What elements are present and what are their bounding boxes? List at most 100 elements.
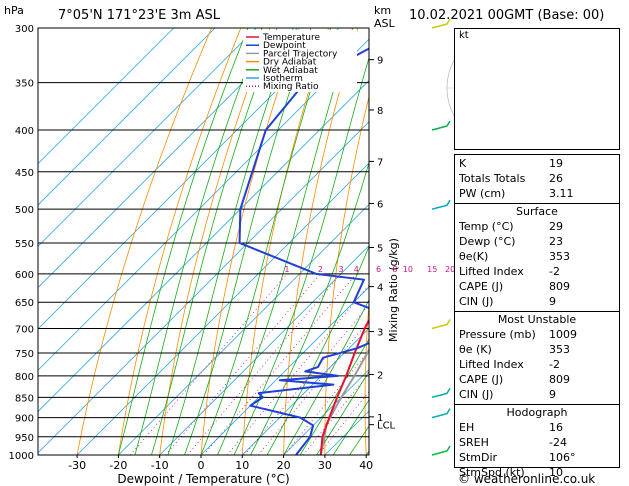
pressure-tick-label: 950 bbox=[15, 433, 34, 444]
surface-row: Dewp (°C) 23 bbox=[455, 235, 619, 249]
surface-key: CAPE (J) bbox=[459, 280, 504, 293]
hodograph-stats-key: StmDir bbox=[459, 451, 498, 464]
km-tick-label: 2 bbox=[377, 371, 383, 382]
pressure-tick-label: 450 bbox=[15, 168, 34, 179]
mixing-ratio-line bbox=[187, 273, 342, 455]
hodograph-stats-value: 106° bbox=[549, 451, 576, 464]
most-unstable-value: 353 bbox=[549, 343, 570, 356]
surface-row: Temp (°C) 29 bbox=[455, 220, 619, 234]
wind-barb-icon bbox=[431, 199, 451, 210]
surface-value: 353 bbox=[549, 250, 570, 263]
surface-value: 29 bbox=[549, 220, 563, 233]
pressure-tick-label: 900 bbox=[15, 414, 34, 425]
dry-adiabat-line bbox=[76, 28, 212, 455]
legend-label: Dry Adiabat bbox=[263, 58, 317, 68]
isotherm-line bbox=[76, 162, 369, 455]
wind-barb-icon bbox=[431, 445, 451, 456]
x-tick-label: 10 bbox=[235, 459, 249, 472]
pressure-tick-label: 600 bbox=[15, 270, 34, 281]
index-value: 19 bbox=[549, 157, 563, 170]
isotherm-line bbox=[38, 28, 216, 206]
dewpoint-line bbox=[238, 47, 369, 455]
hodograph-stats-value: 16 bbox=[549, 421, 563, 434]
legend-label: Parcel Trajectory bbox=[263, 49, 338, 59]
wet-adiabat-line bbox=[299, 338, 369, 455]
km-tick-label: LCL bbox=[377, 421, 396, 432]
x-tick-label: 0 bbox=[198, 459, 205, 472]
isotherm-line bbox=[200, 286, 369, 455]
index-row: PW (cm) 3.11 bbox=[455, 187, 619, 201]
x-tick-label: -30 bbox=[68, 459, 86, 472]
datetime-title: 10.02.2021 00GMT (Base: 00) bbox=[409, 8, 605, 23]
most-unstable-row: CIN (J) 9 bbox=[455, 388, 619, 402]
pressure-tick-label: 850 bbox=[15, 393, 34, 404]
pressure-tick-label: 650 bbox=[15, 298, 34, 309]
legend-label: Mixing Ratio bbox=[263, 82, 319, 92]
index-row: K 19 bbox=[455, 157, 619, 171]
x-axis-label: Dewpoint / Temperature (°C) bbox=[117, 472, 289, 486]
mixing-ratio-tick-label: 2 bbox=[318, 265, 323, 274]
mixing-ratio-tick-label: 20 bbox=[445, 265, 455, 274]
mixing-ratio-tick-label: 8 bbox=[392, 265, 397, 274]
isotherm-line bbox=[38, 28, 340, 330]
most-unstable-row: Lifted Index -2 bbox=[455, 358, 619, 372]
most-unstable-value: 9 bbox=[549, 388, 556, 401]
hodograph-stats-row: StmDir 106° bbox=[455, 451, 619, 465]
km-tick-label: 8 bbox=[377, 106, 383, 117]
index-key: Totals Totals bbox=[459, 172, 526, 185]
dry-adiabat-line bbox=[364, 297, 369, 455]
km-tick-label: 6 bbox=[377, 199, 383, 210]
mixing-ratio-line bbox=[283, 350, 369, 455]
pressure-tick-label: 800 bbox=[15, 372, 34, 383]
isotherm-line bbox=[38, 28, 298, 289]
most-unstable-row: CAPE (J) 809 bbox=[455, 373, 619, 387]
wet-adiabat-line bbox=[332, 399, 369, 455]
km-tick-label: 5 bbox=[377, 243, 383, 254]
surface-row: CIN (J) 9 bbox=[455, 295, 619, 309]
pressure-tick-label: 1000 bbox=[9, 451, 34, 462]
temperature-line bbox=[319, 318, 369, 455]
most-unstable-value: 1009 bbox=[549, 328, 577, 341]
isotherm-line bbox=[159, 245, 369, 455]
mixing-ratio-line bbox=[203, 273, 357, 455]
km-tick-label: 7 bbox=[377, 157, 383, 168]
surface-row: θe(K) 353 bbox=[455, 250, 619, 264]
dry-adiabat-line bbox=[324, 95, 369, 455]
most-unstable-key: Pressure (mb) bbox=[459, 328, 536, 341]
surface-key: CIN (J) bbox=[459, 295, 494, 308]
most-unstable-key: θe (K) bbox=[459, 343, 492, 356]
surface-key: θe(K) bbox=[459, 250, 489, 263]
isotherm-line bbox=[283, 369, 369, 455]
wet-adiabat-line bbox=[118, 28, 249, 455]
most-unstable-value: 809 bbox=[549, 373, 570, 386]
wet-adiabat-line bbox=[134, 28, 263, 455]
x-tick-label: 20 bbox=[277, 459, 291, 472]
wet-adiabat-line bbox=[151, 28, 278, 455]
legend-label: Temperature bbox=[262, 33, 320, 43]
hodograph-stats-row: StmSpd (kt) 10 bbox=[455, 466, 619, 480]
hodograph-stats-value: -24 bbox=[549, 436, 567, 449]
section-divider bbox=[455, 311, 619, 312]
x-tick-label: -20 bbox=[109, 459, 127, 472]
most-unstable-key: Lifted Index bbox=[459, 358, 524, 371]
hodograph-stats-key: EH bbox=[459, 421, 475, 434]
most-unstable-title: Most Unstable bbox=[497, 313, 577, 326]
hodograph-stats-key: StmSpd (kt) bbox=[459, 466, 525, 479]
surface-row: Lifted Index -2 bbox=[455, 265, 619, 279]
legend-label: Isotherm bbox=[263, 74, 303, 84]
hodograph-stats-row: SREH -24 bbox=[455, 436, 619, 450]
isotherm-line bbox=[38, 121, 369, 454]
dry-adiabat-line bbox=[404, 28, 446, 455]
pressure-tick-label: 300 bbox=[15, 24, 34, 35]
hpa-unit-label: hPa bbox=[4, 4, 24, 17]
hodograph-stats-value: 10 bbox=[549, 466, 563, 479]
mixing-ratio-tick-label: 3 bbox=[339, 265, 344, 274]
section-divider bbox=[455, 404, 619, 405]
legend-label: Dewpoint bbox=[263, 41, 306, 51]
mixing-ratio-tick-label: 15 bbox=[427, 265, 437, 274]
pressure-tick-label: 500 bbox=[15, 205, 34, 216]
surface-value: 809 bbox=[549, 280, 570, 293]
most-unstable-key: CAPE (J) bbox=[459, 373, 504, 386]
surface-key: Dewp (°C) bbox=[459, 235, 516, 248]
